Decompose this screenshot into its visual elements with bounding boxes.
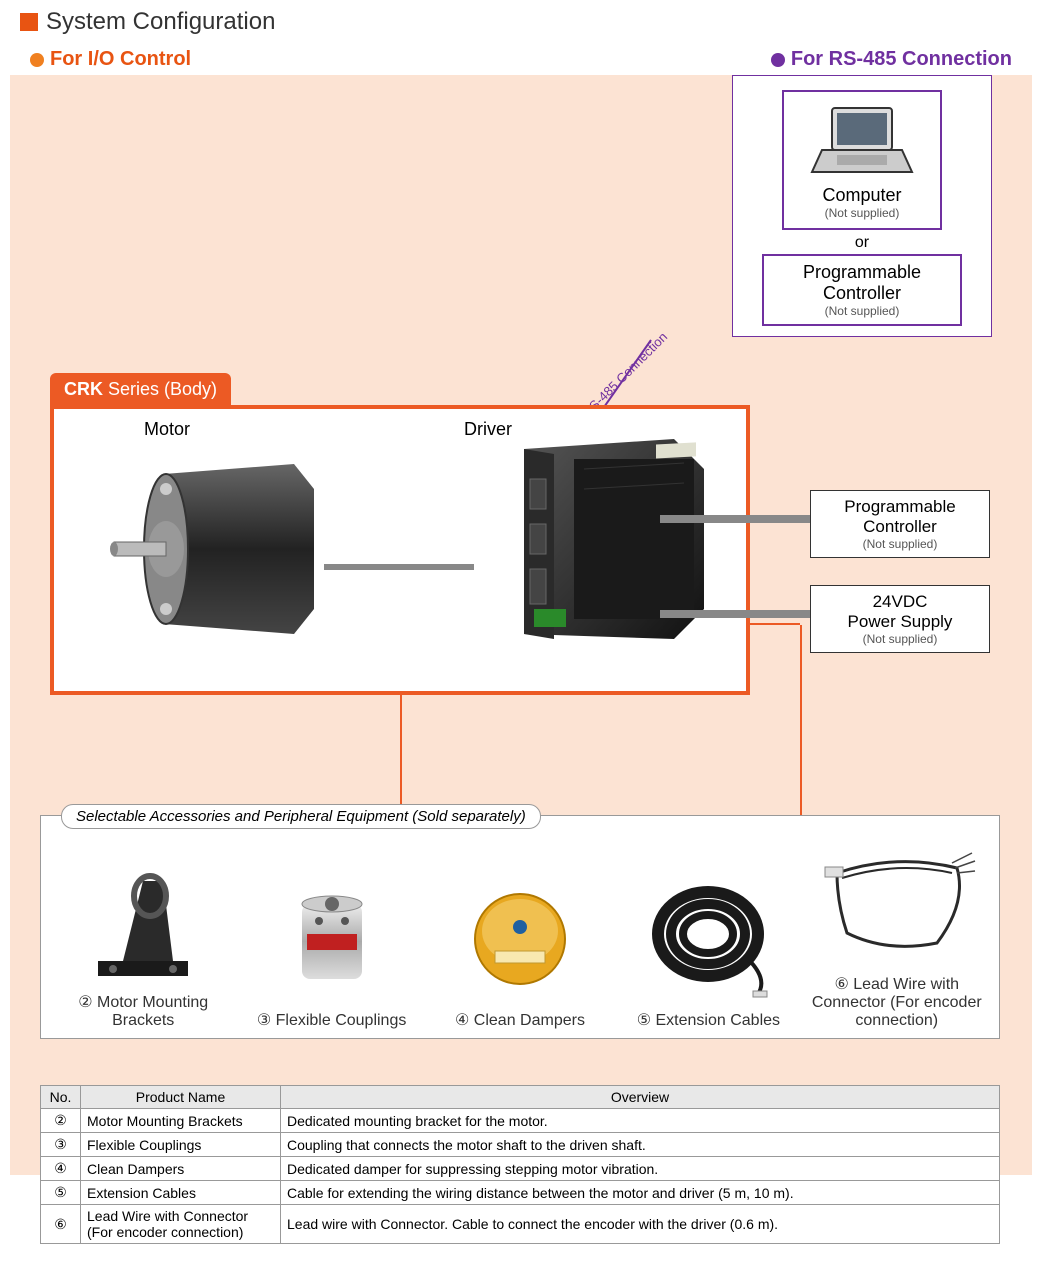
motor-driver-line	[324, 564, 474, 570]
accessory-item-coupling: ③ Flexible Couplings	[242, 874, 422, 1030]
accessory-item-bracket: ② Motor Mounting Brackets	[53, 856, 233, 1030]
computer-box: Computer (Not supplied)	[782, 90, 942, 230]
cell-overview: Dedicated damper for suppressing steppin…	[281, 1157, 1000, 1181]
th-overview: Overview	[281, 1086, 1000, 1109]
subheader-rs-label: For RS-485 Connection	[791, 48, 1012, 71]
th-no: No.	[41, 1086, 81, 1109]
cable-coil-icon	[638, 879, 778, 999]
accessories-panel: Selectable Accessories and Peripheral Eq…	[40, 815, 1000, 1039]
cell-no: ④	[41, 1157, 81, 1181]
subheader-io-label: For I/O Control	[50, 48, 191, 71]
orange-line-horiz	[750, 623, 800, 625]
orange-line-left	[400, 695, 402, 815]
motor-icon	[104, 444, 324, 654]
cell-overview: Coupling that connects the motor shaft t…	[281, 1133, 1000, 1157]
table-row: ⑥Lead Wire with Connector (For encoder c…	[41, 1205, 1000, 1244]
cell-name: Extension Cables	[81, 1181, 281, 1205]
bracket-icon	[78, 861, 208, 981]
cell-name: Lead Wire with Connector (For encoder co…	[81, 1205, 281, 1244]
cell-overview: Dedicated mounting bracket for the motor…	[281, 1109, 1000, 1133]
subheader-io: For I/O Control	[30, 48, 191, 71]
cell-name: Flexible Couplings	[81, 1133, 281, 1157]
page-title: System Configuration	[46, 8, 275, 36]
ext-power-line1: 24VDC	[821, 592, 979, 612]
crk-series-box: CRK Series (Body) Motor Driver	[50, 405, 750, 695]
prog-controller-label: Programmable Controller	[768, 262, 956, 304]
th-name: Product Name	[81, 1086, 281, 1109]
driver-label: Driver	[464, 419, 512, 440]
dot-purple-icon	[771, 53, 785, 67]
accessory-item-leadwire: ⑥ Lead Wire with Connector (For encoder …	[807, 838, 987, 1030]
acc-extcable-label: ⑤ Extension Cables	[618, 1010, 798, 1030]
prog-controller-not-supplied: (Not supplied)	[768, 304, 956, 318]
crk-rest: Series (Body)	[103, 379, 217, 399]
crk-tab: CRK Series (Body)	[50, 373, 231, 406]
accessories-table: No. Product Name Overview ②Motor Mountin…	[40, 1085, 1000, 1244]
leadwire-icon	[817, 843, 977, 963]
table-row: ④Clean DampersDedicated damper for suppr…	[41, 1157, 1000, 1181]
damper-icon	[460, 879, 580, 999]
accessory-item-damper: ④ Clean Dampers	[430, 874, 610, 1030]
computer-not-supplied: (Not supplied)	[792, 206, 932, 220]
driver-power-line	[660, 610, 810, 618]
cell-no: ⑤	[41, 1181, 81, 1205]
acc-leadwire-label: ⑥ Lead Wire with Connector (For encoder …	[807, 974, 987, 1030]
ext-power-line2: Power Supply	[821, 612, 979, 632]
acc-bracket-label: ② Motor Mounting Brackets	[53, 992, 233, 1030]
driver-icon	[474, 439, 714, 659]
diagram-background: Computer (Not supplied) or Programmable …	[10, 75, 1032, 1175]
or-label: or	[743, 234, 981, 252]
page-title-row: System Configuration	[0, 0, 1042, 44]
acc-coupling-label: ③ Flexible Couplings	[242, 1010, 422, 1030]
ext-power-sub: (Not supplied)	[821, 632, 979, 646]
rs485-panel: Computer (Not supplied) or Programmable …	[732, 75, 992, 337]
acc-damper-label: ④ Clean Dampers	[430, 1010, 610, 1030]
dot-orange-icon	[30, 53, 44, 67]
prog-controller-box: Programmable Controller (Not supplied)	[762, 254, 962, 326]
cell-no: ⑥	[41, 1205, 81, 1244]
motor-label: Motor	[144, 419, 190, 440]
cell-name: Clean Dampers	[81, 1157, 281, 1181]
cell-name: Motor Mounting Brackets	[81, 1109, 281, 1133]
cell-no: ③	[41, 1133, 81, 1157]
ext-prog-sub: (Not supplied)	[821, 537, 979, 551]
orange-line-right	[800, 625, 802, 815]
ext-prog-controller-box: Programmable Controller (Not supplied)	[810, 490, 990, 558]
subheader-row: For I/O Control For RS-485 Connection	[0, 44, 1042, 75]
crk-bold: CRK	[64, 379, 103, 399]
driver-prog-line	[660, 515, 810, 523]
accessories-title: Selectable Accessories and Peripheral Eq…	[61, 804, 541, 829]
ext-prog-line2: Controller	[821, 517, 979, 537]
accessory-item-extcable: ⑤ Extension Cables	[618, 874, 798, 1030]
title-bullet-icon	[20, 13, 38, 31]
table-row: ③Flexible CouplingsCoupling that connect…	[41, 1133, 1000, 1157]
cell-overview: Cable for extending the wiring distance …	[281, 1181, 1000, 1205]
coupling-icon	[277, 879, 387, 999]
ext-prog-line1: Programmable	[821, 497, 979, 517]
subheader-rs: For RS-485 Connection	[771, 48, 1012, 71]
accessories-row: ② Motor Mounting Brackets	[49, 838, 991, 1030]
cell-overview: Lead wire with Connector. Cable to conne…	[281, 1205, 1000, 1244]
table-row: ⑤Extension CablesCable for extending the…	[41, 1181, 1000, 1205]
ext-power-box: 24VDC Power Supply (Not supplied)	[810, 585, 990, 653]
table-row: ②Motor Mounting BracketsDedicated mounti…	[41, 1109, 1000, 1133]
cell-no: ②	[41, 1109, 81, 1133]
computer-label: Computer	[792, 185, 932, 206]
laptop-icon	[807, 100, 917, 180]
